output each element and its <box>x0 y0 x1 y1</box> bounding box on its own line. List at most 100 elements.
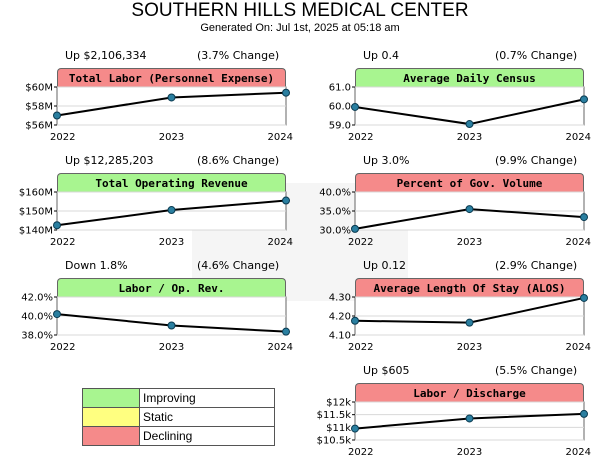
chart-4-data-point <box>282 327 290 336</box>
chart-3-change-label: Up 3.0% <box>363 154 410 167</box>
legend-label-improving: Improving <box>139 388 275 408</box>
chart-0-y-tick-label: $60M <box>25 83 53 94</box>
chart-2-data-point <box>167 206 176 215</box>
chart-1-data-point <box>465 120 474 129</box>
chart-1-y-tick-label: 59.0 <box>329 121 351 132</box>
chart-2-change-label: Up $12,285,203 <box>65 154 154 167</box>
chart-3-y-tick-label: 35.0% <box>319 207 351 218</box>
chart-5-pct-change-label: (2.9% Change) <box>495 259 578 272</box>
chart-5-y-tick-label: 4.20 <box>329 312 351 323</box>
chart-0-x-tick-label: 2024 <box>268 132 293 143</box>
chart-0-x-tick-label: 2022 <box>50 132 75 143</box>
chart-5-y-tick-label: 4.10 <box>329 331 351 342</box>
chart-4-change-label: Down 1.8% <box>65 259 128 272</box>
chart-3-pct-change-label: (9.9% Change) <box>495 154 578 167</box>
chart-5-x-tick-label: 2023 <box>457 342 482 353</box>
chart-3-data-point <box>580 213 588 222</box>
chart-0-data-point <box>282 88 290 97</box>
page-title: SOUTHERN HILLS MEDICAL CENTER <box>131 0 469 21</box>
chart-3-x-tick-label: 2022 <box>348 237 373 248</box>
chart-3-plot: 30.0% 35.0% 40.0% 2022 2023 2024 <box>319 188 591 249</box>
legend-item-static: Static <box>82 407 275 427</box>
legend-label-static: Static <box>139 407 275 427</box>
chart-1-x-tick-label: 2024 <box>566 132 591 143</box>
chart-0-data-point <box>167 93 176 102</box>
chart-6-change-label: Up $605 <box>363 364 410 377</box>
chart-4-pct-change-label: (4.6% Change) <box>197 259 280 272</box>
chart-5-x-tick-label: 2022 <box>348 342 373 353</box>
chart-6-x-tick-label: 2024 <box>566 447 591 458</box>
legend-item-improving: Improving <box>82 388 275 408</box>
chart-1-x-tick-label: 2023 <box>457 132 482 143</box>
legend-swatch-declining <box>82 426 140 446</box>
chart-3-data-point <box>465 205 474 214</box>
legend-swatch-static <box>82 407 140 427</box>
chart-5-data-point <box>465 318 474 327</box>
chart-2-plot: $140M $150M $160M 2022 2023 2024 <box>19 188 293 249</box>
chart-5-title: Average Length Of Stay (ALOS) <box>355 278 584 297</box>
chart-6-data-point <box>465 414 474 423</box>
legend-item-declining: Declining <box>82 426 275 446</box>
chart-6-y-tick-label: $10.5k <box>317 436 352 447</box>
generated-timestamp: Generated On: Jul 1st, 2025 at 05:18 am <box>200 22 400 34</box>
legend-swatch-improving <box>82 388 140 408</box>
chart-5-data-point <box>351 316 359 325</box>
chart-4-plot: 38.0% 40.0% 42.0% 2022 2023 2024 <box>21 293 293 354</box>
chart-0-title: Total Labor (Personnel Expense) <box>57 68 286 87</box>
chart-1-title: Average Daily Census <box>355 68 584 87</box>
chart-1-y-tick-label: 60.0 <box>329 102 351 113</box>
chart-3-title: Percent of Gov. Volume <box>355 173 584 192</box>
chart-1-y-tick-label: 61.0 <box>329 83 351 94</box>
chart-2-y-tick-label: $160M <box>19 188 53 199</box>
chart-4-x-tick-label: 2024 <box>268 342 293 353</box>
chart-0-data-point <box>53 111 61 120</box>
chart-2-data-point <box>282 196 290 205</box>
legend: Improving Static Declining <box>82 388 275 446</box>
chart-0-change-label: Up $2,106,334 <box>65 49 147 62</box>
chart-6-data-point <box>351 424 359 433</box>
chart-2-x-tick-label: 2023 <box>159 237 184 248</box>
chart-0-pct-change-label: (3.7% Change) <box>197 49 280 62</box>
chart-3-y-tick-label: 30.0% <box>319 226 351 237</box>
chart-6-x-tick-label: 2022 <box>348 447 373 458</box>
chart-6-y-tick-label: $12k <box>326 398 351 409</box>
chart-0-plot: $56M $58M $60M 2022 2023 2024 <box>25 83 293 144</box>
chart-3-data-point <box>351 224 359 233</box>
chart-1-data-point <box>351 102 359 111</box>
chart-2-data-point <box>53 221 61 230</box>
chart-1-data-point <box>580 95 588 104</box>
chart-5-y-tick-label: 4.30 <box>329 293 351 304</box>
chart-6-pct-change-label: (5.5% Change) <box>495 364 578 377</box>
chart-1-x-tick-label: 2022 <box>348 132 373 143</box>
chart-5-x-tick-label: 2024 <box>566 342 591 353</box>
chart-6-x-tick-label: 2023 <box>457 447 482 458</box>
chart-0-x-tick-label: 2023 <box>159 132 184 143</box>
chart-4-data-point <box>53 310 61 319</box>
chart-2-y-tick-label: $140M <box>19 226 53 237</box>
chart-2-y-tick-label: $150M <box>19 207 53 218</box>
chart-1-plot: 59.0 60.0 61.0 2022 2023 2024 <box>329 83 591 144</box>
chart-6-plot: $10.5k $11k $11.5k$12k 2022 2023 2024 <box>317 398 591 459</box>
chart-0-y-tick-label: $58M <box>25 102 53 113</box>
chart-2-x-tick-label: 2024 <box>268 237 293 248</box>
chart-1-change-label: Up 0.4 <box>363 49 400 62</box>
chart-3-x-tick-label: 2024 <box>566 237 591 248</box>
chart-4-y-tick-label: 40.0% <box>21 312 53 323</box>
chart-3-x-tick-label: 2023 <box>457 237 482 248</box>
chart-2-pct-change-label: (8.6% Change) <box>197 154 280 167</box>
chart-3-y-tick-label: 40.0% <box>319 188 351 199</box>
chart-6-y-tick-label: $11k <box>326 423 351 434</box>
chart-5-plot: 4.10 4.20 4.30 2022 2023 2024 <box>329 293 591 354</box>
chart-6-y-tick-label: $11.5k <box>317 410 352 421</box>
chart-4-x-tick-label: 2022 <box>50 342 75 353</box>
chart-0-y-tick-label: $56M <box>25 121 53 132</box>
chart-4-data-point <box>167 321 176 330</box>
chart-2-x-tick-label: 2022 <box>50 237 75 248</box>
chart-4-x-tick-label: 2023 <box>159 342 184 353</box>
chart-6-data-point <box>580 409 588 418</box>
chart-4-title: Labor / Op. Rev. <box>57 278 286 297</box>
chart-4-y-tick-label: 42.0% <box>21 293 53 304</box>
chart-1-pct-change-label: (0.7% Change) <box>495 49 578 62</box>
chart-6-title: Labor / Discharge <box>355 383 584 402</box>
chart-5-data-point <box>580 293 588 302</box>
